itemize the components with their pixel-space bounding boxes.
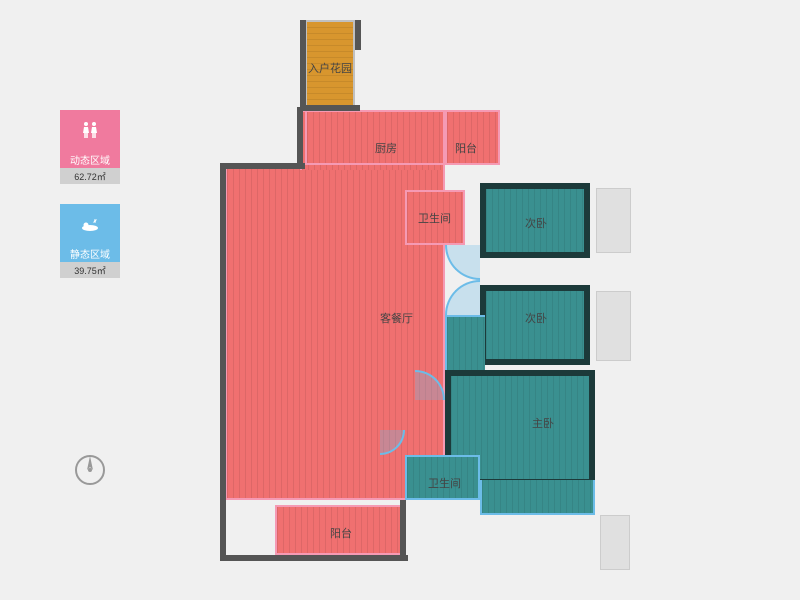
wall [300, 20, 306, 110]
door-arc [445, 280, 480, 315]
label-bath2: 卫生间 [428, 475, 461, 491]
legend-dynamic-label: 动态区域 [60, 150, 120, 168]
people-icon [60, 110, 120, 150]
label-bedroom2a: 次卧 [525, 215, 547, 231]
label-balcony-bottom: 阳台 [330, 525, 352, 541]
wall [355, 20, 361, 50]
legend-dynamic: 动态区域 62.72㎡ [60, 110, 120, 184]
wall [297, 107, 303, 169]
wall [400, 500, 406, 560]
label-balcony-top: 阳台 [455, 140, 477, 156]
legend-static: 静态区域 39.75㎡ [60, 204, 120, 278]
wall [220, 555, 408, 561]
label-living: 客餐厅 [380, 310, 413, 326]
label-bedroom2b: 次卧 [525, 310, 547, 326]
balcony-ext-1 [596, 188, 631, 253]
compass-icon [70, 450, 110, 490]
room-master-ext [480, 480, 595, 515]
door-arc [445, 245, 480, 280]
legend-static-label: 静态区域 [60, 244, 120, 262]
label-master: 主卧 [532, 415, 554, 431]
sleep-icon [60, 204, 120, 244]
wall [220, 163, 226, 558]
balcony-ext-3 [600, 515, 630, 570]
legend-dynamic-value: 62.72㎡ [60, 168, 120, 184]
floorplan: 入户花园 厨房 阳台 客餐厅 卫生间 次卧 次卧 主卧 卫生间 阳台 [200, 15, 670, 585]
room-balcony-top [445, 110, 500, 165]
legend: 动态区域 62.72㎡ 静态区域 39.75㎡ [60, 110, 120, 298]
room-kitchen [305, 110, 445, 165]
label-entry: 入户花园 [308, 60, 352, 76]
wall [220, 163, 305, 169]
legend-static-value: 39.75㎡ [60, 262, 120, 278]
balcony-ext-2 [596, 291, 631, 361]
label-kitchen: 厨房 [375, 140, 397, 156]
label-bath1: 卫生间 [418, 210, 451, 226]
wall [300, 105, 360, 111]
